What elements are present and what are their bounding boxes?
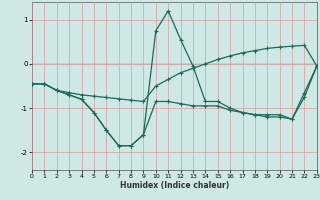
X-axis label: Humidex (Indice chaleur): Humidex (Indice chaleur) [120, 181, 229, 190]
